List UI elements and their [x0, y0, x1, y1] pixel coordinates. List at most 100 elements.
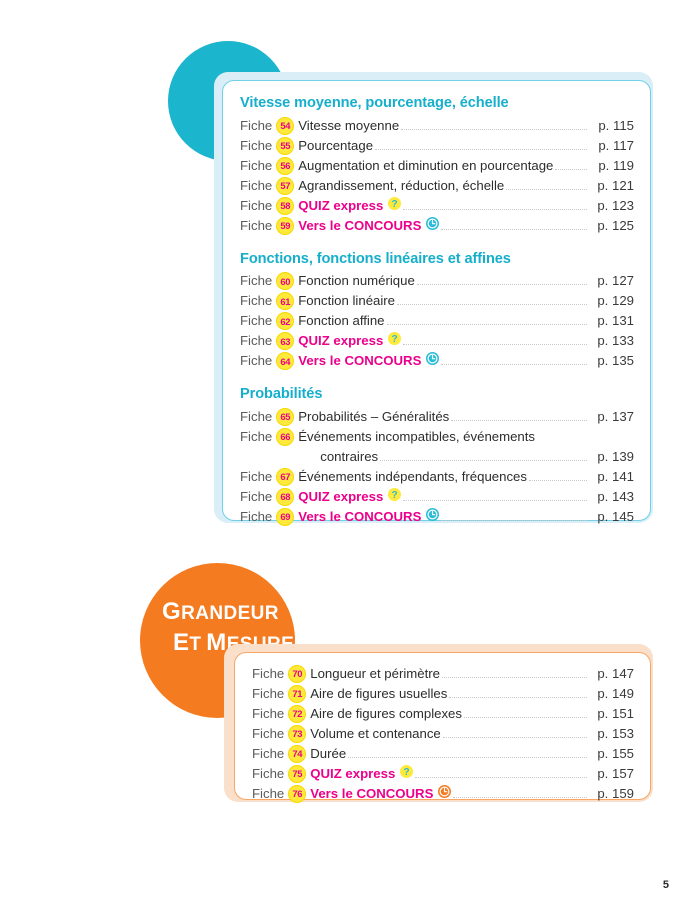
entry-page-number: p. 149	[597, 686, 634, 701]
entry-title: Longueur et périmètre	[310, 666, 441, 681]
fiche-label: Fiche	[240, 313, 273, 329]
entry-content: Événements indépendants, fréquences p. 14…	[298, 467, 634, 487]
toc-entry[interactable]: Fiche 58 QUIZ express? p. 123	[240, 196, 634, 216]
entry-line: Augmentation et diminution en pourcentag…	[298, 156, 634, 176]
entry-line: Vers le CONCOURS p. 159	[310, 784, 634, 804]
toc-entry[interactable]: Fiche 69 Vers le CONCOURS p. 145	[240, 507, 634, 527]
entry-page-number: p. 121	[597, 177, 634, 193]
question-icon: ?	[388, 332, 402, 346]
toc-entry[interactable]: Fiche 63 QUIZ express? p. 133	[240, 331, 634, 351]
toc-entry[interactable]: Fiche 71 Aire de figures usuelles p. 149	[252, 684, 634, 704]
toc-entry[interactable]: Fiche 74 Durée p. 155	[252, 744, 634, 764]
blue-card-inner: Vitesse moyenne, pourcentage, échelle Fic…	[222, 80, 651, 527]
entry-content: Longueur et périmètre p. 147	[310, 664, 634, 684]
entry-title: Vers le CONCOURS	[298, 509, 422, 525]
entry-line: Volume et contenance p. 153	[310, 724, 634, 744]
entry-title: Durée	[310, 746, 347, 761]
dot-leader	[403, 208, 587, 210]
dot-leader	[441, 363, 587, 366]
clock-icon	[426, 216, 440, 230]
toc-entry[interactable]: Fiche 76 Vers le CONCOURS p. 159	[252, 784, 634, 804]
toc-entry[interactable]: Fiche 54 Vitesse moyenne p. 115	[240, 116, 634, 136]
toc-entry[interactable]: Fiche 59 Vers le CONCOURS p. 125	[240, 216, 634, 236]
fiche-label: Fiche	[240, 333, 273, 349]
dot-leader	[416, 283, 587, 286]
dot-leader	[441, 228, 587, 230]
entry-page-number: p. 151	[597, 706, 634, 721]
entry-page-number: p. 115	[598, 117, 634, 133]
toc-entry[interactable]: Fiche 72 Aire de figures complexes p. 151	[252, 704, 634, 724]
toc-entry[interactable]: Fiche 55 Pourcentage p. 117	[240, 136, 634, 156]
entry-line: Aire de figures complexes p. 151	[310, 704, 634, 724]
fiche-number-badge: 54	[276, 116, 295, 135]
fiche-label: Fiche	[252, 666, 285, 681]
entry-page-number: p. 123	[597, 197, 634, 213]
entry-content: Fonction numérique p. 127	[298, 271, 634, 291]
entry-line: Agrandissement, réduction, échelle p. 121	[298, 176, 634, 196]
dot-leader	[401, 128, 587, 130]
grandeur-et-mesure-circle: GRANDEUR ET MESURE	[140, 563, 295, 718]
entry-title: Pourcentage	[298, 137, 374, 153]
dot-leader	[453, 796, 587, 798]
entry-line: Fonction linéaire p. 129	[298, 291, 634, 311]
entry-content: Volume et contenance p. 153	[310, 724, 634, 744]
entry-line: Aire de figures usuelles p. 149	[310, 684, 634, 704]
entry-title-continued: contraires	[320, 449, 379, 465]
entry-title: QUIZ express	[310, 766, 396, 781]
entry-content: Augmentation et diminution en pourcentag…	[298, 156, 634, 176]
entry-content: Aire de figures usuelles p. 149	[310, 684, 634, 704]
fiche-label: Fiche	[240, 117, 273, 133]
orange-contents-card: Fiche 70 Longueur et périmètre p. 147 Fiche 7…	[224, 644, 653, 804]
toc-entry[interactable]: Fiche 64 Vers le CONCOURS p. 135	[240, 351, 634, 371]
entry-line: Probabilités – Généralités p. 137	[298, 407, 634, 427]
fiche-label: Fiche	[240, 489, 273, 505]
fiche-label: Fiche	[252, 746, 285, 761]
toc-entry[interactable]: Fiche 56 Augmentation et diminution en pou…	[240, 156, 634, 176]
fiche-number-badge: 65	[276, 408, 295, 427]
toc-entry[interactable]: Fiche 66 Événements incompatibles, événeme…	[240, 427, 634, 467]
entry-line: Événements incompatibles, événements	[298, 427, 634, 447]
entry-page-number: p. 141	[597, 469, 634, 485]
fiche-label: Fiche	[240, 429, 273, 445]
entry-page-number: p. 155	[597, 746, 634, 761]
toc-section: Vitesse moyenne, pourcentage, échelle Fic…	[240, 94, 634, 236]
toc-section: Probabilités Fiche 65 Probabilités – Généra…	[240, 385, 634, 527]
entry-content: Pourcentage p. 117	[298, 136, 634, 156]
entry-title: QUIZ express	[298, 333, 384, 349]
dot-leader	[442, 676, 587, 678]
page-number: 5	[662, 879, 669, 891]
entry-content: Vers le CONCOURS p. 145	[298, 507, 634, 527]
entry-line: Fonction numérique p. 127	[298, 271, 634, 291]
entry-title: Fonction numérique	[298, 273, 415, 289]
entry-content: Fonction linéaire p. 129	[298, 291, 634, 311]
toc-entry[interactable]: Fiche 67 Événements indépendants, fréquenc…	[240, 467, 634, 487]
toc-entry[interactable]: Fiche 73 Volume et contenance p. 153	[252, 724, 634, 744]
question-icon: ?	[388, 196, 402, 210]
toc-entry[interactable]: Fiche 68 QUIZ express? p. 143	[240, 487, 634, 507]
toc-entry[interactable]: Fiche 57 Agrandissement, réduction, échell…	[240, 176, 634, 196]
toc-entry[interactable]: Fiche 70 Longueur et périmètre p. 147	[252, 664, 634, 684]
grandeur-l2-rest-0: T	[189, 634, 202, 656]
toc-entry[interactable]: Fiche 60 Fonction numérique p. 127	[240, 271, 634, 291]
entry-title: Augmentation et diminution en pourcentag…	[298, 157, 554, 173]
entry-page-number: p. 139	[597, 449, 634, 465]
fiche-label: Fiche	[252, 786, 285, 801]
svg-text:?: ?	[392, 199, 398, 210]
dot-leader	[397, 303, 587, 306]
blue-contents-card: Vitesse moyenne, pourcentage, échelle Fic…	[214, 72, 653, 527]
section-heading: Vitesse moyenne, pourcentage, échelle	[240, 95, 509, 111]
fiche-label: Fiche	[240, 177, 273, 193]
dot-leader	[380, 459, 587, 462]
toc-entry[interactable]: Fiche 75 QUIZ express? p. 157	[252, 764, 634, 784]
toc-entry[interactable]: Fiche 62 Fonction affine p. 131	[240, 311, 634, 331]
entry-content: Vitesse moyenne p. 115	[298, 116, 634, 136]
toc-entry[interactable]: Fiche 61 Fonction linéaire p. 129	[240, 291, 634, 311]
entry-line: QUIZ express? p. 143	[298, 487, 634, 507]
entry-content: QUIZ express? p. 123	[298, 196, 634, 216]
entry-title: Fonction linéaire	[298, 293, 396, 309]
fiche-label: Fiche	[240, 509, 273, 525]
fiche-label: Fiche	[252, 686, 285, 701]
toc-entry[interactable]: Fiche 65 Probabilités – Généralités p. 137	[240, 407, 634, 427]
entry-title: Vers le CONCOURS	[298, 353, 422, 369]
entry-content: QUIZ express? p. 133	[298, 331, 634, 351]
